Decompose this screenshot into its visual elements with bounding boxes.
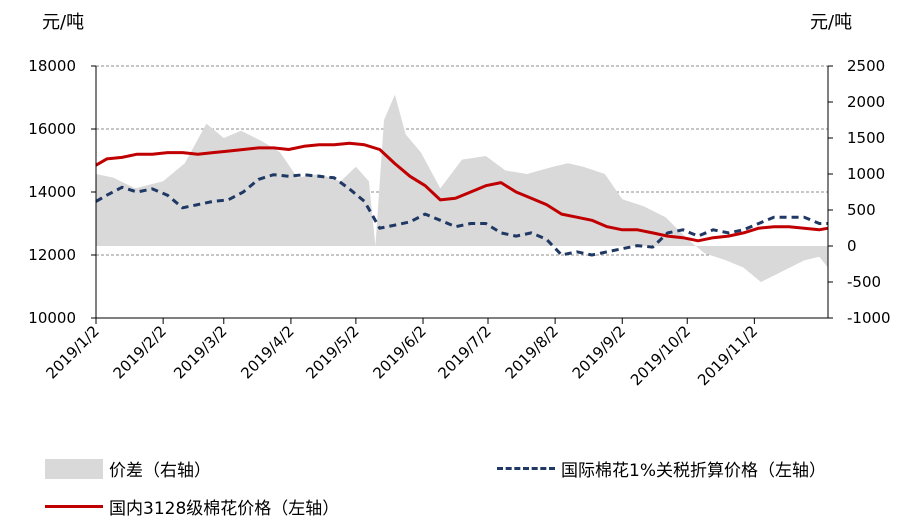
x-tick-label: 2019/7/2 <box>434 322 494 382</box>
x-tick-label: 2019/1/2 <box>42 322 102 382</box>
price-line-series <box>95 141 829 257</box>
x-tick-label: 2019/8/2 <box>502 322 562 382</box>
y-right-tick-label: -1000 <box>847 309 891 327</box>
y-left-tick-label: 12000 <box>28 246 76 264</box>
legend-swatch-spread <box>45 458 103 479</box>
x-tick-label: 2019/4/2 <box>237 322 297 382</box>
y-left-tick-label: 10000 <box>28 309 76 327</box>
legend-label-spread: 价差（右轴） <box>109 461 211 481</box>
chart-canvas: 1800016000140001200010000250020001500100… <box>28 12 891 389</box>
intl-price-line <box>95 173 828 257</box>
y-right-tick-label: 2000 <box>847 93 885 111</box>
y-right-tick-label: 0 <box>847 237 857 255</box>
legend-label-intl-price: 国际棉花1%关税折算价格（左轴） <box>561 461 826 481</box>
x-tick-label: 2019/11/2 <box>694 322 761 389</box>
legend-item-intl-price: 国际棉花1%关税折算价格（左轴） <box>497 456 826 481</box>
y-left-tick-label: 14000 <box>28 183 76 201</box>
y-left-tick-label: 16000 <box>28 120 76 138</box>
legend-swatch-intl-price <box>497 467 555 470</box>
x-tick-label: 2019/6/2 <box>369 322 429 382</box>
right-axis-unit: 元/吨 <box>810 12 852 33</box>
x-tick-label: 2019/3/2 <box>170 322 230 382</box>
y-right-tick-label: -500 <box>847 273 881 291</box>
legend-item-domestic-price: 国内3128级棉花价格（左轴） <box>45 494 339 519</box>
spread-area-series <box>96 94 828 282</box>
x-tick-label: 2019/10/2 <box>627 322 694 389</box>
left-axis-unit: 元/吨 <box>42 12 84 33</box>
legend-item-spread: 价差（右轴） <box>45 456 211 481</box>
spread-area <box>96 94 828 282</box>
legend-swatch-domestic-price <box>45 505 103 508</box>
y-right-tick-label: 1000 <box>847 165 885 183</box>
y-right-tick-label: 2500 <box>847 57 885 75</box>
y-left-tick-label: 18000 <box>28 57 76 75</box>
domestic-price-line <box>95 141 829 243</box>
y-right-tick-label: 500 <box>847 201 876 219</box>
x-tick-label: 2019/9/2 <box>569 322 629 382</box>
x-tick-label: 2019/5/2 <box>302 322 362 382</box>
legend-label-domestic-price: 国内3128级棉花价格（左轴） <box>109 499 340 519</box>
x-tick-label: 2019/2/2 <box>110 322 170 382</box>
y-right-tick-label: 1500 <box>847 129 885 147</box>
